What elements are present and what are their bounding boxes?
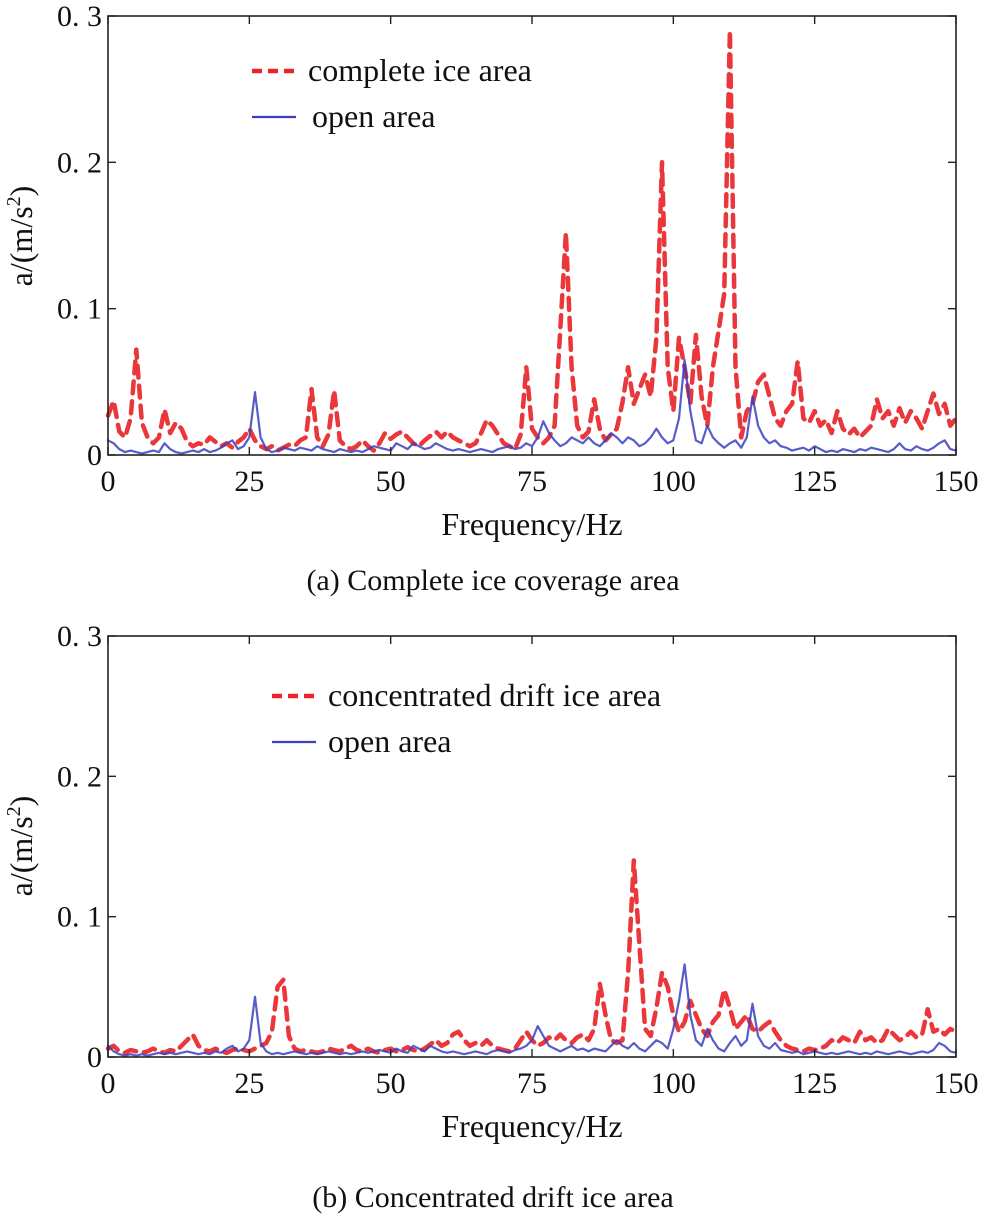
y-axis-label-main: a/(m/s (3, 206, 39, 286)
x-tick-label: 0 (101, 1067, 116, 1100)
plot-frame (107, 15, 957, 456)
y-axis-label: a/(m/s2) (3, 796, 39, 897)
series-line-open-area (106, 358, 958, 455)
y-axis-label-main: a/(m/s (3, 816, 39, 896)
x-tick-label: 125 (792, 1067, 837, 1100)
x-tick-label: 25 (234, 1067, 264, 1100)
y-tick-label: 0. 3 (57, 620, 102, 653)
y-tick-label: 0 (87, 1041, 102, 1074)
y-tick-label: 0. 2 (57, 146, 102, 179)
legend-label-open-area: open area (312, 98, 435, 134)
x-tick-label: 50 (376, 465, 406, 498)
series-line-ice (105, 28, 959, 453)
x-tick-label: 125 (792, 465, 837, 498)
y-axis-label-tail: ) (3, 796, 39, 807)
legend-label-open-area: open area (328, 723, 451, 759)
y-axis-label-superscript: 2 (3, 196, 25, 206)
chart-panel-a: 0 25 50 75 100 125 150 0 0. 1 0. 2 0. 3 Frequency/H… (3, 0, 979, 597)
series-line-ice (105, 858, 959, 1056)
x-axis-label: Frequency/Hz (441, 506, 622, 542)
y-axis-label-tail: ) (3, 186, 39, 197)
legend: concentrated drift ice area open area (272, 677, 661, 759)
legend-label-ice: complete ice area (308, 52, 532, 88)
chart-caption: (b) Concentrated drift ice area (312, 1181, 673, 1214)
x-tick-label: 50 (376, 1067, 406, 1100)
x-tick-label: 0 (101, 465, 116, 498)
x-tick-label: 75 (517, 465, 547, 498)
y-axis-label-superscript: 2 (3, 806, 25, 816)
x-tick-label: 150 (934, 465, 979, 498)
legend-label-ice: concentrated drift ice area (328, 677, 661, 713)
chart-caption: (a) Complete ice coverage area (306, 564, 679, 597)
y-tick-label: 0. 1 (57, 293, 102, 326)
y-tick-label: 0 (87, 439, 102, 472)
y-tick-label: 0. 3 (57, 0, 102, 33)
legend: complete ice area open area (252, 52, 532, 134)
x-tick-label: 100 (651, 465, 696, 498)
x-tick-label: 75 (517, 1067, 547, 1100)
x-tick-label: 150 (934, 1067, 979, 1100)
y-tick-label: 0. 1 (57, 901, 102, 934)
x-axis-label: Frequency/Hz (441, 1108, 622, 1144)
x-tick-label: 25 (234, 465, 264, 498)
y-tick-label: 0. 2 (57, 760, 102, 793)
chart-panel-b: 0 25 50 75 100 125 150 0 0. 1 0. 2 0. 3 Frequency/H… (3, 620, 979, 1214)
x-tick-label: 100 (651, 1067, 696, 1100)
y-axis-label: a/(m/s2) (3, 186, 39, 287)
